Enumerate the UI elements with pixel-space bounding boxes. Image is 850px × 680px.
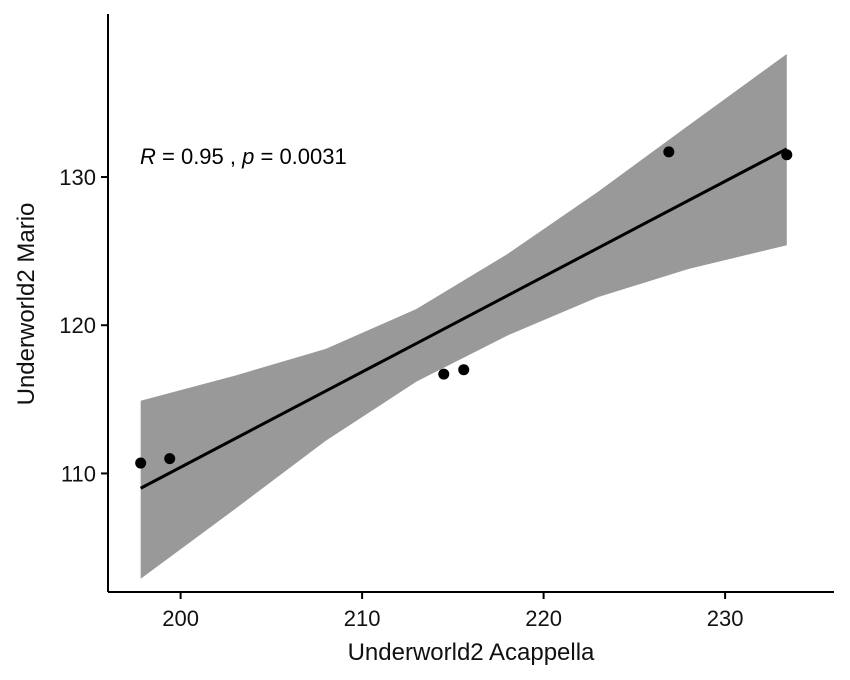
r-value: = 0.95 ,: [156, 144, 242, 169]
data-point: [164, 453, 176, 465]
x-tick-label: 220: [525, 606, 562, 631]
data-points: [135, 146, 793, 469]
y-axis-ticks: 110 120 130: [59, 165, 108, 486]
p-value: = 0.0031: [254, 144, 346, 169]
y-axis-title: Underworld2 Mario: [13, 203, 40, 406]
data-point: [458, 364, 470, 376]
x-tick-label: 200: [162, 606, 199, 631]
p-symbol: p: [241, 144, 254, 169]
data-point: [781, 149, 793, 161]
correlation-annotation: R = 0.95 , p = 0.0031: [140, 144, 347, 169]
x-axis-title: Underworld2 Acappella: [348, 639, 595, 666]
regression-line: [139, 147, 788, 490]
y-tick-label: 130: [59, 165, 96, 190]
x-axis-ticks: 200 210 220 230: [162, 592, 743, 631]
data-point: [663, 146, 675, 158]
confidence-band: [140, 54, 787, 579]
y-tick-label: 120: [59, 313, 96, 338]
x-tick-label: 230: [707, 606, 744, 631]
x-tick-label: 210: [344, 606, 381, 631]
r-symbol: R: [140, 144, 156, 169]
data-point: [135, 457, 147, 469]
y-tick-label: 110: [61, 461, 96, 486]
data-point: [438, 368, 450, 380]
